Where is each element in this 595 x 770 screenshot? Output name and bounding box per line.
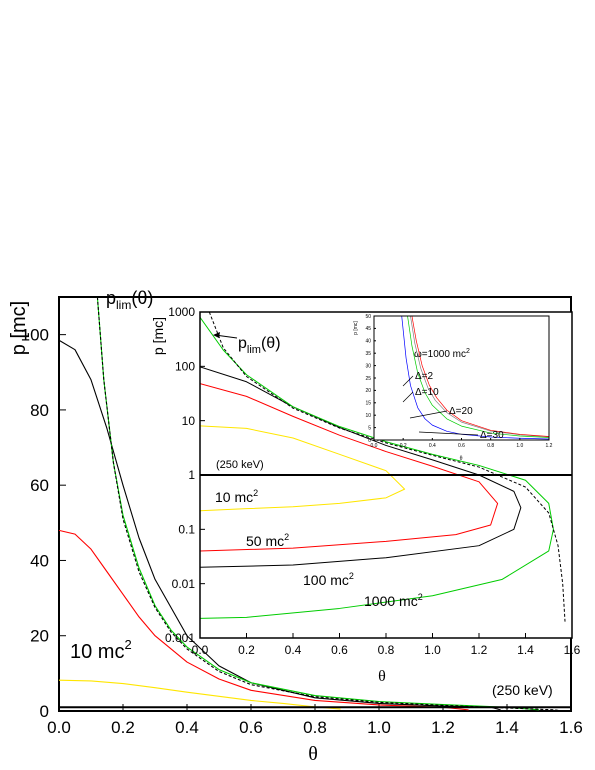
inset-log-series-line [208,312,566,622]
inset-log-x-tick-label: 0.4 [285,643,302,657]
inset-linear-delta20-label: Δ=20 [449,406,473,417]
inset-log-x-tick-label: 1.6 [564,643,581,657]
inset-linear-x-tick-label: 0.4 [429,443,436,449]
main-250kev-label: (250 keV) [492,682,553,698]
inset-log-plim-arrowhead [213,332,220,338]
inset-linear-x-tick-label: 0.6 [458,443,465,449]
main-y-tick-label: 0 [40,702,49,721]
inset-linear-background [374,316,549,440]
inset-linear-delta20-pointer [409,410,448,419]
inset-linear-series-line [401,316,549,440]
inset-linear-x-tick-label: 0.0 [371,443,378,449]
main-x-axis-label: θ [308,743,318,765]
inset-linear-delta10-pointer [402,391,414,403]
inset-log-x-tick-label: 1.4 [517,643,534,657]
inset-log-series-line [200,425,406,512]
inset-log-series-line [200,383,499,552]
main-series-line [96,296,540,711]
inset-linear-chart: 0.0 0.2 0.4 0.6 0.8 1.0 1.2 0 5 10 15 20 25 30 35 40 45… [353,314,553,462]
inset-linear-delta2-label: Δ=2 [415,371,434,382]
inset-log-y-tick-label: 10 [182,414,196,428]
main-x-tick-label: 1.6 [559,718,583,737]
inset-log-250kev-label: (250 keV) [216,459,264,471]
inset-linear-delta30-pointer [418,431,479,436]
inset-log-y-tick-label: 1000 [168,305,195,319]
inset-log-y-tick-label: 0.01 [172,577,196,591]
inset-log-x-tick-label: 1.2 [471,643,488,657]
inset-log-x-tick-label: 0.0 [192,643,209,657]
inset-linear-y-tick-label: 25 [365,376,371,382]
inset-linear-series-line [410,316,549,438]
inset-linear-delta2-pointer [402,375,414,387]
main-series-line [96,296,562,712]
inset-linear-delta30-label: Δ=30 [480,430,504,441]
inset-log-y-tick-label: 1 [188,468,195,482]
inset-linear-series-line [411,316,549,437]
inset-log-10mc2-label: 10 mc2 [215,488,258,505]
main-x-tick-label: 0.4 [175,718,199,737]
main-x-tick-label: 0.6 [239,718,263,737]
inset-linear-y-tick-label: 0 [368,438,371,444]
main-series-line [58,529,469,711]
inset-linear-x-ticks: 0.0 0.2 0.4 0.6 0.8 1.0 1.2 [371,438,553,449]
inset-linear-y-tick-label: 5 [368,425,371,431]
inset-log-y-axis-label: p [mc] [150,317,166,355]
inset-log-y-tick-label: 0.1 [178,523,195,537]
inset-linear-delta10-label: Δ=10 [415,387,439,398]
inset-log-x-tick-label: 0.8 [378,643,395,657]
main-x-tick-label: 1.0 [367,718,391,737]
inset-linear-omega-label: ω=1000 mc2 [414,348,470,360]
inset-log-y-tick-label: 0.001 [165,631,195,645]
main-x-tick-label: 0.8 [303,718,327,737]
inset-log-x-ticks: 0.0 0.2 0.4 0.6 0.8 1.0 1.2 1.4 1.6 [192,633,581,657]
main-y-tick-label: 60 [30,476,49,495]
main-x-tick-label: 1.2 [431,718,455,737]
inset-linear-y-tick-label: 35 [365,351,371,357]
main-x-tick-label: 0.2 [111,718,135,737]
inset-linear-y-tick-label: 45 [365,326,371,332]
inset-linear-y-ticks: 0 5 10 15 20 25 30 35 40 45 50 [365,314,376,444]
main-series [58,296,571,712]
main-chart: 0.0 0.2 0.4 0.6 0.8 1.0 1.2 1.4 1.6 020406080100… [8,288,583,765]
inset-linear-series [401,316,549,440]
inset-log-series [200,312,572,622]
inset-linear-x-tick-label: 0.2 [400,443,407,449]
main-y-tick-label: 80 [30,401,49,420]
inset-linear-x-tick-label: 0.8 [487,443,494,449]
inset-linear-y-tick-label: 50 [365,314,371,320]
inset-log-100mc2-label: 100 mc2 [303,571,354,588]
inset-log-x-tick-label: 0.6 [331,643,348,657]
main-x-tick-label: 1.4 [495,718,519,737]
main-y-ticks: 0 20 40 60 80 100 [21,326,66,721]
main-x-ticks: 0.0 0.2 0.4 0.6 0.8 1.0 1.2 1.4 1.6 [47,704,583,737]
inset-log-1000mc2-label: 1000 mc2 [364,592,423,609]
inset-log-x-tick-label: 1.0 [424,643,441,657]
main-series-line [58,339,501,711]
main-y-tick-label: 40 [30,551,49,570]
inset-log-y-tick-label: 100 [175,360,195,374]
inset-linear-y-tick-label: 40 [365,339,371,345]
inset-log-x-axis-label: θ [378,668,386,685]
inset-linear-x-axis-label: θ [460,456,463,462]
inset-log-plim-annotation: plim(θ) [238,335,281,356]
main-y-axis-label: p [mc] [8,301,30,355]
inset-log-series-line [200,316,554,619]
inset-log-y-ticks: 0.001 0.01 0.1 1 10 100 1000 [165,305,205,645]
main-plim-annotation: plim(θ) [106,288,153,312]
main-y-tick-label: 100 [21,326,49,345]
inset-linear-y-tick-label: 10 [365,413,371,419]
main-10mc2-label: 10 mc2 [70,637,132,663]
main-x-tick-label: 0.0 [47,718,71,737]
inset-linear-x-tick-label: 1.2 [546,443,553,449]
inset-log-50mc2-label: 50 mc2 [246,532,289,549]
inset-linear-y-tick-label: 30 [365,363,371,369]
inset-linear-y-tick-label: 20 [365,388,371,394]
inset-linear-y-axis-label: p [mc] [353,321,359,335]
inset-linear-x-tick-label: 1.0 [516,443,523,449]
inset-log-x-tick-label: 0.2 [238,643,255,657]
inset-linear-y-tick-label: 15 [365,401,371,407]
main-series-line [58,679,341,710]
main-y-tick-label: 20 [30,627,49,646]
